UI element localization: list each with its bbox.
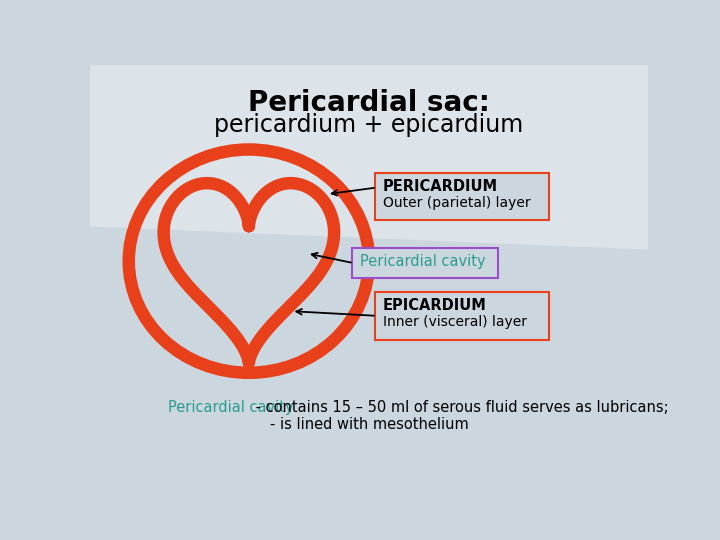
Polygon shape xyxy=(90,65,648,249)
Text: pericardium + epicardium: pericardium + epicardium xyxy=(215,112,523,137)
Text: Pericardial sac:: Pericardial sac: xyxy=(248,90,490,117)
Text: EPICARDIUM: EPICARDIUM xyxy=(383,298,487,313)
Text: PERICARDIUM: PERICARDIUM xyxy=(383,179,498,194)
FancyBboxPatch shape xyxy=(375,173,549,220)
Text: Pericardial cavity: Pericardial cavity xyxy=(360,254,485,269)
FancyBboxPatch shape xyxy=(352,248,498,278)
Text: Inner (visceral) layer: Inner (visceral) layer xyxy=(383,315,527,329)
Text: - is lined with mesothelium: - is lined with mesothelium xyxy=(269,417,469,431)
Text: Outer (parietal) layer: Outer (parietal) layer xyxy=(383,195,531,210)
Text: - contains 15 – 50 ml of serous fluid serves as lubricans;: - contains 15 – 50 ml of serous fluid se… xyxy=(251,400,669,415)
FancyBboxPatch shape xyxy=(375,292,549,340)
Text: Pericardial cavity: Pericardial cavity xyxy=(168,400,293,415)
